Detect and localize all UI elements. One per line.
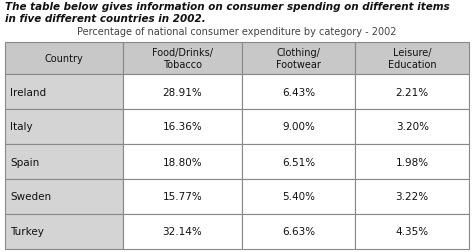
- Text: Leisure/
Education: Leisure/ Education: [388, 48, 437, 70]
- Bar: [123, 43, 242, 75]
- Text: 5.40%: 5.40%: [282, 192, 315, 202]
- Bar: [242, 75, 356, 110]
- Bar: [5, 75, 123, 110]
- Text: 28.91%: 28.91%: [163, 87, 202, 97]
- Bar: [123, 179, 242, 214]
- Bar: [242, 110, 356, 144]
- Text: 18.80%: 18.80%: [163, 157, 202, 167]
- Bar: [5, 43, 123, 75]
- Bar: [123, 110, 242, 144]
- Text: Sweden: Sweden: [10, 192, 51, 202]
- Bar: [356, 179, 469, 214]
- Bar: [242, 214, 356, 249]
- Bar: [242, 179, 356, 214]
- Bar: [242, 43, 356, 75]
- Text: 4.35%: 4.35%: [396, 227, 428, 237]
- Bar: [5, 214, 123, 249]
- Bar: [5, 179, 123, 214]
- Bar: [242, 144, 356, 179]
- Text: Ireland: Ireland: [10, 87, 46, 97]
- Bar: [356, 214, 469, 249]
- Text: Country: Country: [45, 54, 83, 64]
- Text: 2.21%: 2.21%: [396, 87, 428, 97]
- Bar: [356, 144, 469, 179]
- Text: 1.98%: 1.98%: [396, 157, 428, 167]
- Text: Spain: Spain: [10, 157, 39, 167]
- Text: 16.36%: 16.36%: [163, 122, 202, 132]
- Text: Food/Drinks/
Tobacco: Food/Drinks/ Tobacco: [152, 48, 213, 70]
- Text: 6.63%: 6.63%: [282, 227, 315, 237]
- Text: Clothing/
Footwear: Clothing/ Footwear: [276, 48, 321, 70]
- Bar: [5, 110, 123, 144]
- Bar: [356, 43, 469, 75]
- Bar: [5, 144, 123, 179]
- Text: 6.43%: 6.43%: [282, 87, 315, 97]
- Bar: [356, 110, 469, 144]
- Text: Italy: Italy: [10, 122, 33, 132]
- Text: in five different countries in 2002.: in five different countries in 2002.: [5, 14, 206, 24]
- Text: The table below gives information on consumer spending on different items: The table below gives information on con…: [5, 2, 450, 12]
- Text: 3.22%: 3.22%: [396, 192, 428, 202]
- Text: 6.51%: 6.51%: [282, 157, 315, 167]
- Bar: [123, 75, 242, 110]
- Bar: [123, 144, 242, 179]
- Text: 3.20%: 3.20%: [396, 122, 428, 132]
- Text: Percentage of national consumer expenditure by category - 2002: Percentage of national consumer expendit…: [77, 27, 397, 37]
- Bar: [356, 75, 469, 110]
- Text: 9.00%: 9.00%: [282, 122, 315, 132]
- Bar: [123, 214, 242, 249]
- Text: 32.14%: 32.14%: [163, 227, 202, 237]
- Text: Turkey: Turkey: [10, 227, 44, 237]
- Text: 15.77%: 15.77%: [163, 192, 202, 202]
